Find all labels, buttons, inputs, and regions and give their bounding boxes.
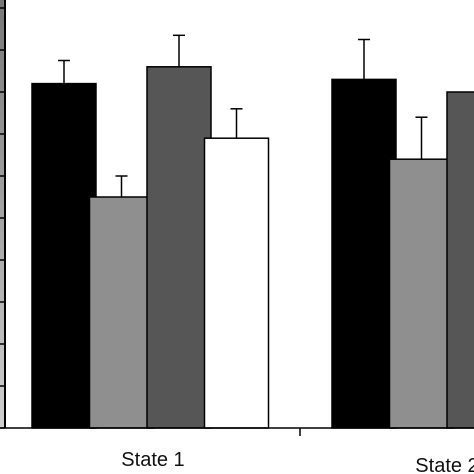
bar-1-2 xyxy=(88,196,155,429)
bars xyxy=(31,34,474,429)
y-axis-shading xyxy=(0,0,5,428)
x-tick-label-state-1: State 1 xyxy=(121,449,184,471)
bar-1-1 xyxy=(31,82,97,429)
bar-1-4 xyxy=(203,137,270,429)
bar-1-3 xyxy=(146,66,212,429)
bar-2-3 xyxy=(446,91,474,429)
bar-2-1 xyxy=(331,78,397,429)
bar-2-2 xyxy=(388,158,455,429)
x-tick-label-state-2: State 2 xyxy=(415,455,474,474)
